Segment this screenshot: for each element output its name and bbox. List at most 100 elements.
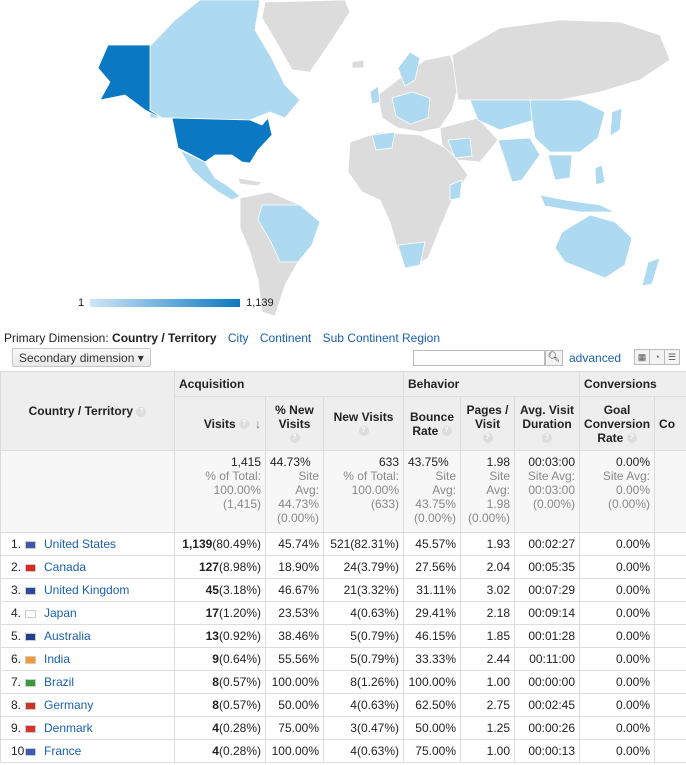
cell-pages: 3.02 (460, 578, 515, 602)
col-visits-header[interactable]: Visits ? ↓ (174, 396, 266, 451)
region-new-zealand[interactable] (641, 257, 661, 287)
cell-visits: 45(3.18%) (174, 578, 266, 602)
totals-bounce: 43.75% Site Avg: 43.75% (0.00%) (403, 450, 461, 533)
cell-pages: 2.75 (460, 693, 515, 717)
cell-visits: 8(0.57%) (174, 693, 266, 717)
region-north-africa[interactable] (371, 131, 396, 151)
cell-pct-new: 38.46% (265, 624, 324, 648)
country-link[interactable]: India (44, 652, 71, 666)
region-europe-visited[interactable] (391, 91, 431, 125)
row-index: 4. (11, 606, 22, 620)
col-bounce-header[interactable]: Bounce Rate ? (403, 396, 461, 451)
group-header-row: Country / Territory ? Acquisition Behavi… (0, 371, 686, 451)
country-link[interactable]: Brazil (44, 675, 75, 689)
cell-duration: 00:00:26 (513, 716, 581, 740)
pie-view-icon[interactable]: ◔ (649, 349, 665, 365)
help-icon: ? (441, 426, 452, 437)
cell-bounce: 75.00% (403, 739, 461, 763)
region-china[interactable] (529, 99, 606, 153)
country-link[interactable]: Denmark (44, 721, 93, 735)
region-southeast-asia[interactable] (547, 154, 573, 181)
cell-bounce: 50.00% (403, 716, 461, 740)
country-link[interactable]: Japan (44, 606, 77, 620)
region-alaska[interactable] (97, 44, 166, 121)
col-new-visits-header[interactable]: New Visits? (323, 396, 404, 451)
cell-new-visits: 521(82.31%) (323, 532, 404, 556)
column-header-row: Visits ? ↓ % New Visits? New Visits? Boun… (1, 396, 686, 451)
region-scandinavia[interactable] (397, 51, 421, 87)
region-central-asia[interactable] (469, 99, 536, 131)
cell-duration: 00:00:13 (513, 739, 581, 763)
map-legend: 1 1,139 (78, 296, 274, 310)
cell-new-visits: 5(0.79%) (323, 647, 404, 671)
dimension-link-city[interactable]: City (227, 331, 249, 345)
region-africa[interactable] (347, 131, 469, 269)
list-view-icon[interactable]: ☰ (664, 349, 680, 365)
totals-row: 1,415% of Total: 100.00% (1,415) 44.73% Sit… (0, 450, 686, 533)
cell-country: 5. Australia (0, 624, 175, 648)
region-mexico[interactable] (178, 149, 241, 201)
cell-new-visits: 4(0.63%) (323, 693, 404, 717)
group-conversions: Conversions (579, 371, 686, 397)
region-greenland[interactable] (261, 0, 351, 73)
row-index: 6. (11, 652, 22, 666)
cell-visits: 1,139(80.49%) (174, 532, 266, 556)
cell-new-visits: 3(0.47%) (323, 716, 404, 740)
region-indonesia[interactable] (539, 194, 616, 213)
cell-goal: 0.00% (579, 555, 656, 579)
country-link[interactable]: Australia (44, 629, 91, 643)
table-row: 9. Denmark 4(0.28%) 75.00% 3(0.47%) 50.00% 1.2… (0, 716, 686, 740)
cell-country: 3. United Kingdom (0, 578, 175, 602)
region-russia[interactable] (451, 19, 671, 103)
cell-visits: 17(1.20%) (174, 601, 266, 625)
region-brazil[interactable] (257, 204, 321, 263)
cell-pct-new: 23.53% (265, 601, 324, 625)
advanced-filter-link[interactable]: advanced (569, 351, 622, 365)
cell-pages: 1.00 (460, 670, 515, 694)
country-link[interactable]: France (44, 744, 82, 758)
col-duration-header[interactable]: Avg. Visit Duration? (513, 396, 581, 451)
col-pct-new-header[interactable]: % New Visits? (265, 396, 324, 451)
row-index: 7. (11, 675, 22, 689)
region-india[interactable] (497, 137, 541, 183)
flag-icon (25, 701, 36, 710)
cell-visits: 127(8.98%) (174, 555, 266, 579)
region-caribbean[interactable] (237, 177, 263, 187)
col-pages-header[interactable]: Pages / Visit? (460, 396, 515, 451)
table-row: 6. India 9(0.64%) 55.56% 5(0.79%) 33.33% 2.44 0… (0, 647, 686, 671)
dimension-link-continent[interactable]: Continent (259, 331, 312, 345)
table-view-icon[interactable]: ▦ (634, 349, 650, 365)
col-country-header[interactable]: Country / Territory ? (0, 371, 175, 451)
region-philippines[interactable] (594, 164, 606, 186)
table-search-input[interactable] (413, 350, 545, 366)
primary-dimension-current: Country / Territory (112, 331, 217, 345)
row-index: 2. (11, 560, 22, 574)
region-usa[interactable] (171, 117, 273, 164)
col-goal-header[interactable]: Goal Conversion Rate ? (579, 396, 656, 451)
region-uk[interactable] (369, 85, 381, 105)
flag-icon (25, 678, 36, 687)
region-australia[interactable] (554, 214, 633, 279)
region-iceland[interactable] (351, 59, 365, 69)
cell-new-visits: 24(3.79%) (323, 555, 404, 579)
region-japan[interactable] (609, 107, 623, 137)
country-link[interactable]: United Kingdom (44, 583, 130, 597)
secondary-dimension-label: Secondary dimension (19, 351, 135, 365)
cell-new-visits: 5(0.79%) (323, 624, 404, 648)
secondary-dimension-dropdown[interactable]: Secondary dimension ▾ (12, 348, 151, 367)
region-east-africa[interactable] (449, 179, 463, 201)
country-link[interactable]: Germany (44, 698, 94, 712)
dimension-link-subcontinent[interactable]: Sub Continent Region (322, 331, 441, 345)
row-index: 1. (11, 537, 22, 551)
search-icon[interactable]: 🔍︎ (545, 350, 563, 366)
region-middle-east-visited[interactable] (447, 137, 473, 159)
cell-bounce: 29.41% (403, 601, 461, 625)
region-south-africa[interactable] (397, 241, 426, 269)
cell-country: 2. Canada (0, 555, 175, 579)
cell-pct-new: 50.00% (265, 693, 324, 717)
world-map[interactable] (0, 0, 686, 322)
country-link[interactable]: United States (44, 537, 117, 551)
cell-country: 6. India (0, 647, 175, 671)
country-link[interactable]: Canada (44, 560, 87, 574)
col-extra-header[interactable]: Co (654, 396, 686, 451)
